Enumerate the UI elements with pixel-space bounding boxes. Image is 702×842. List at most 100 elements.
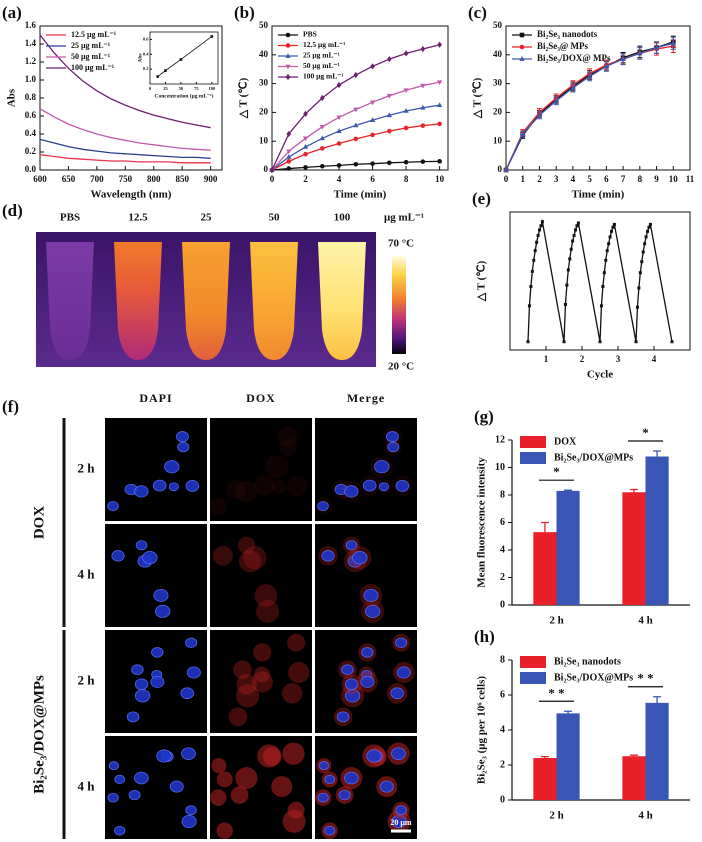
marker: [336, 81, 342, 89]
tube: [46, 242, 94, 360]
y-tick-label: 10: [259, 135, 269, 145]
legend-label: Bi₂Se₃/DOX@MPs: [554, 452, 633, 463]
legend-label: Bi₂Se₃ nanodots: [554, 656, 621, 667]
marker: [527, 304, 531, 308]
nucleus: [186, 666, 201, 679]
y-tick-label: 0.0: [25, 164, 37, 174]
nucleus: [185, 805, 197, 816]
dox-signal: [287, 801, 305, 819]
x-axis-label: Wavelength (nm): [91, 189, 172, 201]
marker: [403, 108, 409, 113]
nucleus: [155, 604, 171, 618]
scale-bar-label: 20 μm: [390, 818, 412, 827]
nucleus: [168, 482, 179, 492]
significance-label: * *: [637, 671, 653, 686]
marker: [336, 141, 342, 146]
bar: [645, 702, 669, 800]
marker: [420, 83, 426, 89]
dox-signal: [254, 475, 275, 496]
marker: [353, 136, 359, 142]
dox-signal: [235, 767, 258, 790]
dox-signal: [279, 438, 298, 457]
nucleus: [395, 637, 408, 648]
nucleus: [107, 792, 119, 803]
dox-signal: [226, 479, 246, 500]
nucleus: [156, 749, 172, 763]
marker: [285, 73, 291, 81]
error-bar: [629, 488, 638, 496]
marker: [369, 100, 376, 106]
y-tick-label: 0: [264, 164, 269, 174]
marker: [336, 128, 342, 133]
micrograph: [315, 418, 417, 521]
marker: [269, 166, 275, 174]
marker: [353, 107, 359, 113]
y-tick-label: 0: [500, 794, 505, 805]
inset-x-tick-label: 75: [194, 86, 199, 91]
dox-signal: [211, 758, 227, 774]
y-tick-label: 8: [500, 654, 505, 665]
nucleus: [352, 551, 368, 565]
marker: [574, 228, 578, 232]
marker: [638, 271, 642, 275]
legend-label: Bi₂Se₃/DOX@ MPs: [537, 53, 611, 63]
x-tick-label: 6: [370, 174, 375, 184]
marker: [643, 242, 647, 246]
nucleus: [181, 814, 197, 828]
nucleus: [169, 780, 184, 793]
marker: [336, 115, 342, 121]
marker: [369, 117, 376, 123]
marker: [620, 56, 626, 61]
y-tick-label: 30: [259, 78, 269, 88]
marker: [575, 224, 579, 228]
y-axis-label: △ T (℃): [476, 260, 488, 302]
marker: [319, 124, 325, 130]
marker: [635, 305, 639, 309]
color-bar-min: 20 °C: [388, 361, 414, 373]
bar: [622, 492, 646, 605]
x-tick-label: 2: [537, 174, 542, 184]
dox-signal: [216, 822, 233, 839]
dox-signal: [282, 742, 305, 765]
marker: [646, 229, 650, 233]
marker: [670, 40, 676, 46]
marker: [285, 43, 291, 48]
nucleus: [344, 485, 359, 498]
marker: [599, 304, 603, 308]
nucleus: [175, 431, 189, 443]
marker: [647, 225, 651, 229]
y-tick-label: 1.0: [25, 74, 37, 84]
series-line: [39, 138, 211, 159]
inset-line: [157, 36, 213, 77]
x-tick-label: 3: [616, 354, 621, 364]
nucleus: [153, 588, 169, 602]
marker: [286, 149, 292, 155]
y-tick-label: 12: [495, 434, 505, 445]
marker: [420, 123, 426, 128]
marker: [319, 163, 325, 169]
marker: [601, 285, 605, 289]
nucleus: [131, 664, 144, 676]
panel-label: (h): [474, 627, 495, 646]
marker: [603, 63, 610, 69]
nucleus: [142, 551, 158, 565]
micrograph: [210, 630, 312, 733]
marker: [520, 131, 526, 136]
marker: [526, 340, 530, 344]
marker: [568, 257, 572, 261]
nucleus: [385, 431, 399, 443]
nucleus: [107, 501, 119, 512]
marker: [319, 94, 325, 102]
y-tick-label: 0: [500, 599, 505, 610]
inset-x-tick-label: 50: [179, 86, 184, 91]
marker: [437, 159, 442, 164]
y-tick-label: 6: [500, 689, 505, 700]
marker: [566, 268, 570, 272]
column-header: Merge: [347, 391, 385, 405]
marker: [519, 32, 525, 38]
bar: [556, 490, 580, 605]
x-tick-label: 8: [638, 174, 643, 184]
column-label: 50: [269, 212, 281, 224]
marker: [598, 340, 602, 344]
x-tick-label: 8: [404, 174, 409, 184]
